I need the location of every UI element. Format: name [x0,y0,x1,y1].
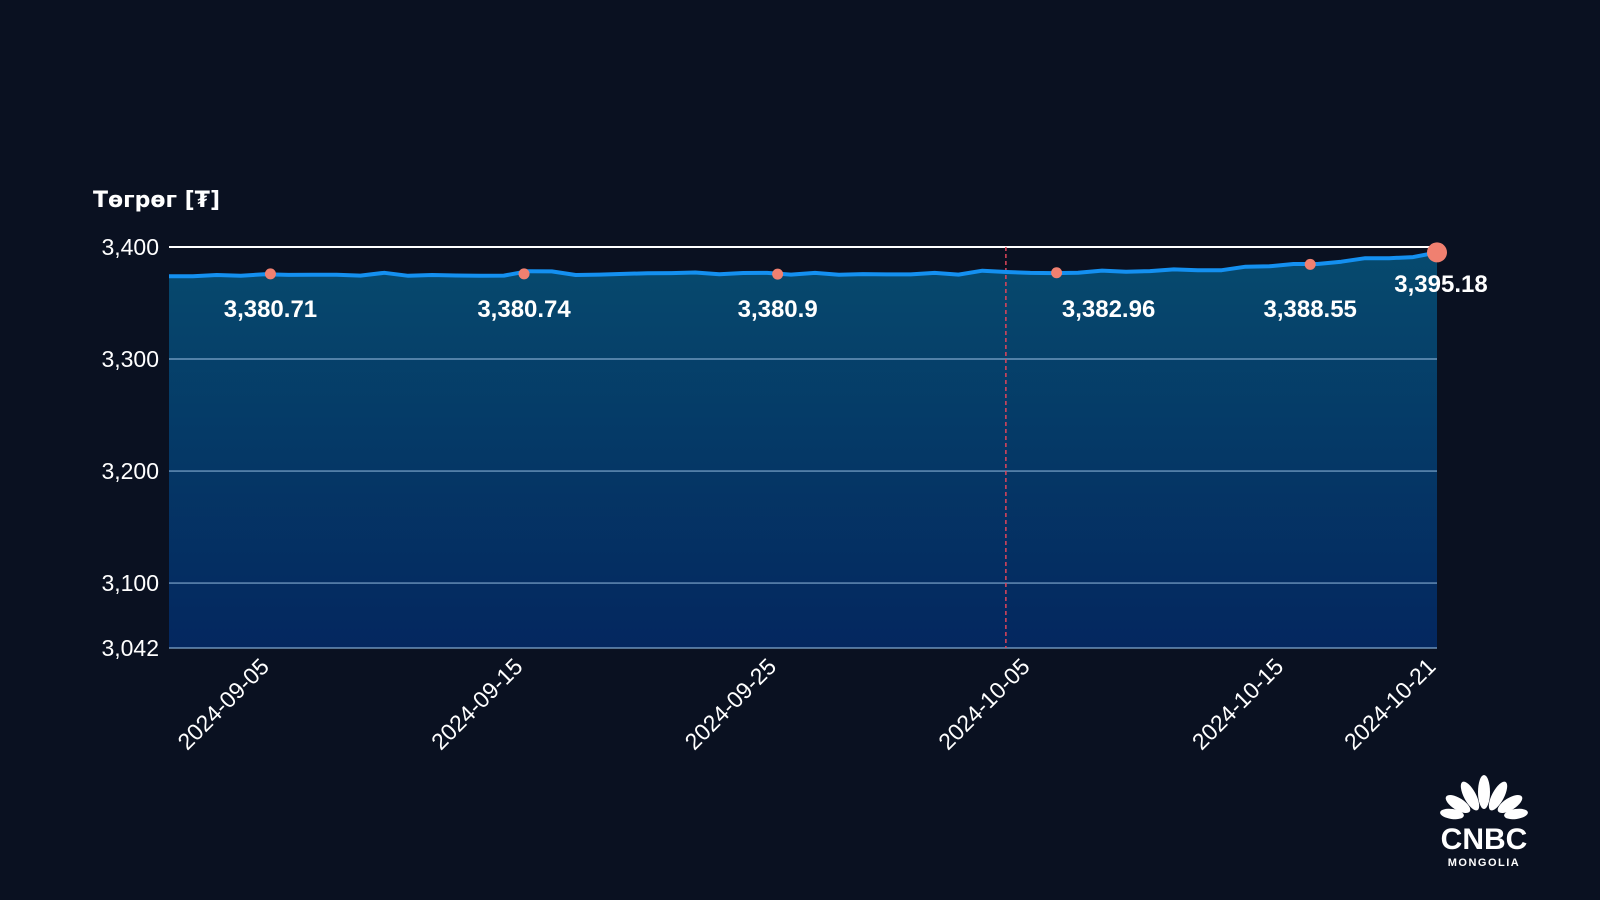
data-label: 3,380.74 [477,296,571,323]
series-area [169,252,1437,648]
x-tick-label: 2024-09-05 [172,653,274,755]
highlight-point [1427,242,1447,263]
y-tick-label: 3,400 [101,234,159,260]
y-tick-label: 3,042 [101,635,159,661]
highlight-point [1051,267,1063,279]
logo-sub-text: MONGOLIA [1448,857,1521,869]
highlight-point [518,268,530,280]
x-tick-label: 2024-10-05 [933,653,1035,755]
peacock-icon [1440,775,1528,820]
highlight-point [1304,258,1316,270]
data-label: 3,380.9 [738,296,818,323]
y-tick-label: 3,300 [101,346,159,372]
logo-brand-text: CNBC [1441,823,1528,856]
x-tick-label: 2024-09-25 [680,653,782,755]
highlight-point [264,268,276,280]
y-tick-label: 3,100 [101,570,159,596]
x-tick-label: 2024-10-21 [1339,653,1441,755]
series-line [168,250,1438,279]
data-label: 3,395.18 [1394,271,1487,298]
y-axis-title: Төгрөг [₮] [93,188,220,213]
data-label: 3,380.71 [224,296,317,323]
cnbc-mongolia-logo: CNBC MONGOLIA [1440,775,1528,869]
data-label: 3,382.96 [1062,296,1155,323]
x-tick-label: 2024-10-15 [1187,653,1289,755]
data-label: 3,388.55 [1263,296,1356,323]
highlight-point [772,268,784,280]
x-tick-label: 2024-09-15 [426,653,528,755]
plot-area: 3,042 3,100 3,200 3,300 3,400 3,380.71 3,380.7… [101,234,1487,755]
y-tick-label: 3,200 [101,458,159,484]
